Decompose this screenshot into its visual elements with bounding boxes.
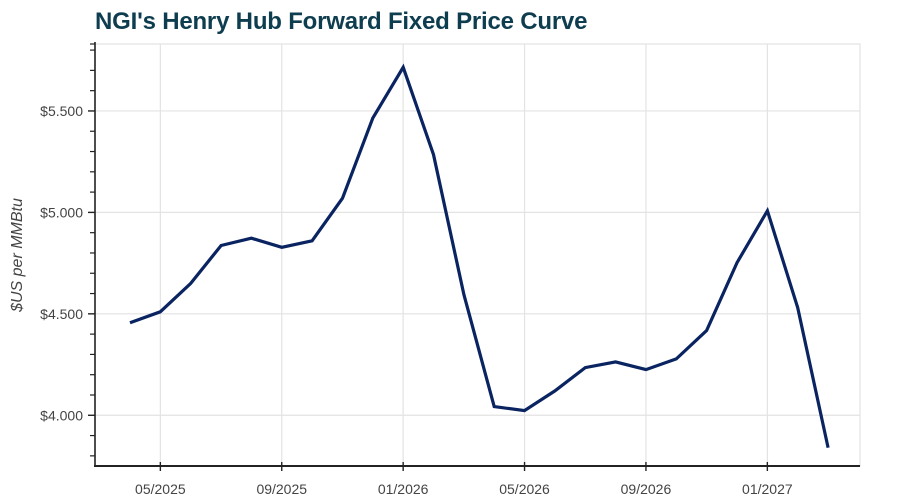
x-tick-label: 01/2027 <box>742 481 793 497</box>
plot-border <box>94 43 861 467</box>
chart-title: NGI's Henry Hub Forward Fixed Price Curv… <box>95 8 588 35</box>
y-tick-label: $5.500 <box>40 103 83 119</box>
y-axis-label: $US per MMBtu <box>9 198 26 313</box>
x-tick-label: 05/2025 <box>135 481 186 497</box>
y-tick-label: $4.000 <box>40 407 83 423</box>
y-tick-label: $4.500 <box>40 306 83 322</box>
plot-frame <box>94 43 861 467</box>
x-tick-label: 05/2026 <box>499 481 550 497</box>
y-tick-label: $5.000 <box>40 204 83 220</box>
grid-lines <box>95 44 860 466</box>
y-axis: $4.000 $4.500 $5.000 $5.500 <box>40 42 96 466</box>
x-tick-label: 09/2025 <box>256 481 307 497</box>
price-curve-line <box>129 63 830 449</box>
x-tick-label: 09/2026 <box>621 481 672 497</box>
x-tick-label: 01/2026 <box>378 481 429 497</box>
x-axis: 05/2025 09/2025 01/2026 05/2026 09/2026 01/20… <box>94 462 860 497</box>
